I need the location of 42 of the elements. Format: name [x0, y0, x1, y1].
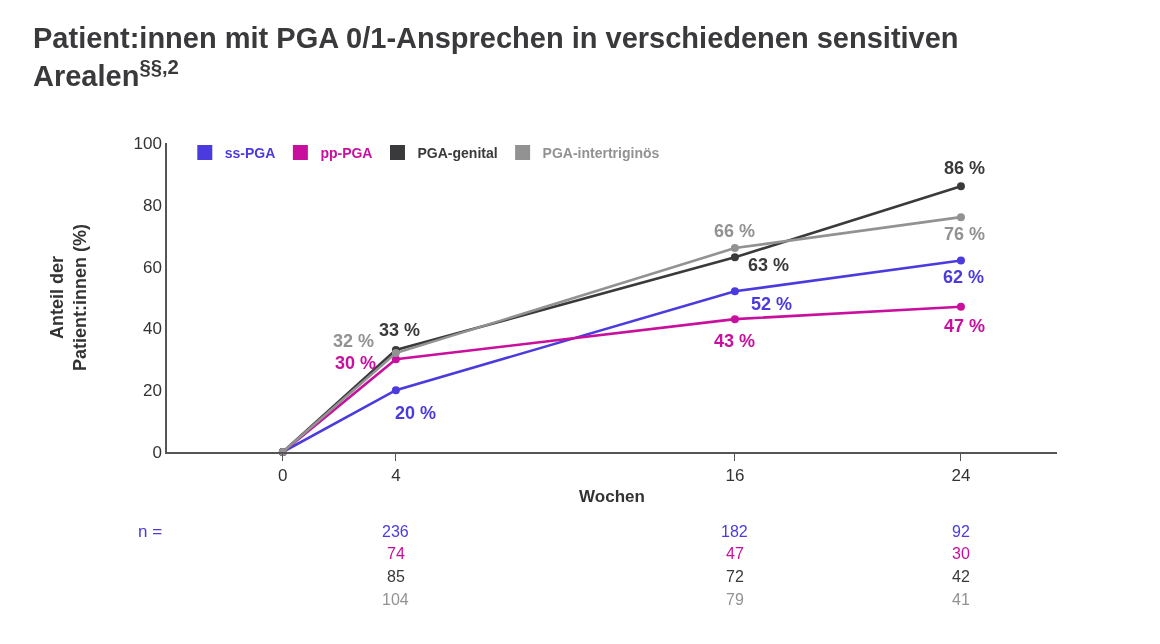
- data-label: 63 %: [748, 255, 790, 275]
- legend-label: PGA-genital: [417, 144, 498, 161]
- text: 41: [952, 591, 970, 608]
- data-label: 86 %: [944, 158, 986, 178]
- data-label: 43 %: [714, 331, 756, 351]
- text: n =: [138, 522, 163, 541]
- y-tick-label: 60: [142, 257, 162, 277]
- legend-label: pp-PGA: [320, 144, 373, 161]
- y-axis-title: Anteil der Patient:innen (%): [46, 224, 91, 371]
- y-tick-label: 20: [142, 381, 162, 401]
- text: 72: [726, 568, 744, 585]
- x-tick-label: 24: [951, 466, 971, 486]
- text: 79: [726, 591, 744, 608]
- y-tick-label: 40: [142, 319, 162, 339]
- data-label: 47 %: [944, 316, 986, 336]
- x-tick-label: 0: [278, 466, 288, 486]
- text: 47: [726, 545, 744, 562]
- x-axis-title: Wochen: [579, 487, 645, 507]
- text: 104: [382, 591, 409, 608]
- y-tick-label: 100: [133, 133, 162, 153]
- y-tick-label: 80: [142, 195, 162, 215]
- text: 236: [382, 523, 409, 540]
- data-label: 62 %: [943, 267, 985, 287]
- data-label: 32 %: [333, 331, 375, 351]
- text: 85: [387, 568, 405, 585]
- data-label: 30 %: [335, 353, 377, 373]
- legend-label: ss-PGA: [224, 144, 276, 161]
- text: 92: [952, 523, 970, 540]
- text: 30: [952, 545, 970, 562]
- data-label: 76 %: [944, 224, 986, 244]
- chart-title: Patient:innen mit PGA 0/1-Ansprechen in verschiedenen sensitiven Arealen$^{§§,2}$: [33, 22, 959, 92]
- x-tick-label: 16: [725, 466, 745, 486]
- text: 182: [721, 523, 748, 540]
- legend-label: PGA-intertriginös: [542, 144, 660, 161]
- text: 74: [387, 545, 405, 562]
- data-label: 52 %: [751, 294, 793, 314]
- y-tick-label: 0: [152, 442, 162, 462]
- data-label: 20 %: [395, 403, 437, 423]
- x-tick-label: 4: [391, 466, 401, 486]
- data-label: 66 %: [714, 221, 756, 241]
- text: 42: [952, 568, 970, 585]
- data-label: 33 %: [379, 320, 421, 340]
